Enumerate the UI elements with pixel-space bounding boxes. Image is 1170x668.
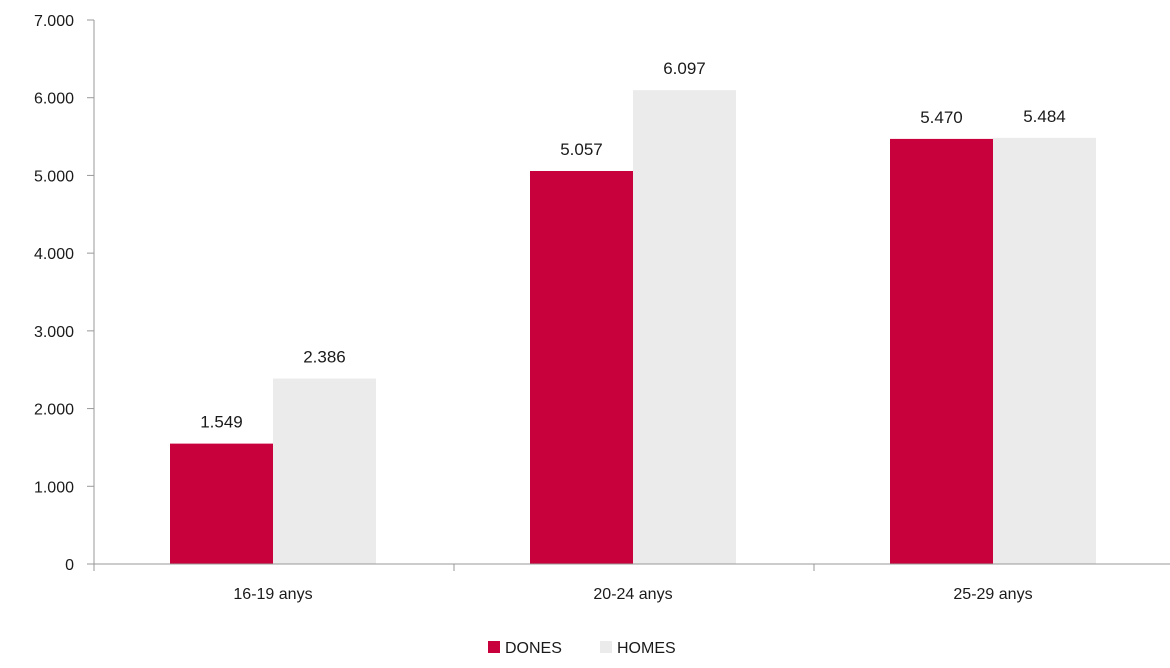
y-tick-label: 5.000: [34, 168, 74, 185]
data-label: 5.484: [1023, 107, 1066, 126]
y-tick-label: 0: [65, 557, 74, 574]
data-label: 5.057: [560, 140, 603, 159]
bar-dones[interactable]: [890, 138, 993, 564]
x-category-label: 16-19 anys: [233, 586, 312, 603]
y-tick-label: 6.000: [34, 91, 74, 108]
y-tick-label: 7.000: [34, 13, 74, 30]
y-tick-label: 2.000: [34, 402, 74, 419]
legend-label-homes[interactable]: HOMES: [617, 640, 676, 657]
data-labels: 1.549 2.386 5.057 6.097 5.470 5.484: [200, 59, 1066, 431]
x-category-label: 20-24 anys: [593, 586, 672, 603]
legend[interactable]: DONES HOMES: [488, 640, 676, 657]
bar-homes[interactable]: [993, 137, 1096, 564]
bar-dones[interactable]: [170, 443, 273, 564]
legend-swatch-homes: [600, 641, 612, 653]
y-axis: 0 1.000 2.000 3.000 4.000 5.000 6.000 7.000: [34, 13, 95, 574]
bar-dones[interactable]: [530, 170, 633, 565]
y-tick-label: 3.000: [34, 324, 74, 341]
bars: [170, 90, 1096, 565]
x-axis: 16-19 anys 20-24 anys 25-29 anys: [93, 563, 1170, 603]
y-tick-label: 4.000: [34, 246, 74, 263]
bar-homes[interactable]: [273, 378, 376, 564]
x-category-label: 25-29 anys: [953, 586, 1032, 603]
legend-label-dones[interactable]: DONES: [505, 640, 562, 657]
y-tick-label: 1.000: [34, 479, 74, 496]
data-label: 5.470: [920, 108, 963, 127]
data-label: 6.097: [663, 59, 706, 78]
data-label: 2.386: [303, 348, 346, 367]
bar-homes[interactable]: [633, 90, 736, 565]
legend-swatch-dones: [488, 641, 500, 653]
data-label: 1.549: [200, 413, 243, 432]
